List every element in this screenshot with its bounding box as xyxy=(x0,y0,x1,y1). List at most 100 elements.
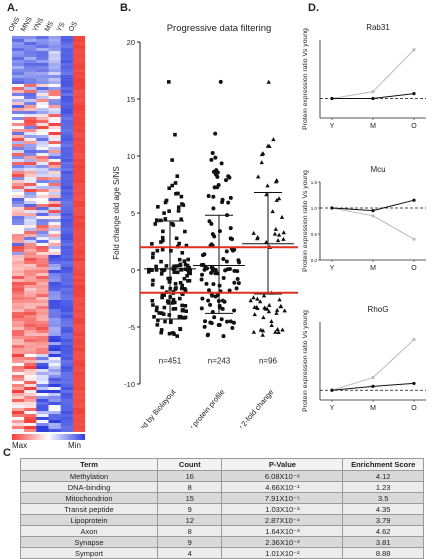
data-point xyxy=(169,319,173,324)
heatmap-cell xyxy=(12,285,25,289)
heatmap-cell xyxy=(60,309,74,313)
heatmap-cell xyxy=(72,60,85,64)
heatmap-cell xyxy=(48,159,61,163)
heatmap-cell xyxy=(72,72,85,76)
heatmap-cell xyxy=(48,234,61,238)
heatmap-cell xyxy=(24,198,37,202)
data-point xyxy=(174,264,179,268)
heatmap-cell xyxy=(36,150,49,154)
heatmap-cell xyxy=(60,387,74,391)
heatmap-cell xyxy=(24,285,37,289)
heatmap-cell xyxy=(36,54,49,58)
line-chart-title: Mcu xyxy=(370,165,385,174)
heatmap-cell xyxy=(36,336,49,340)
heatmap-cell xyxy=(48,327,61,331)
heatmap-cell xyxy=(36,294,49,298)
heatmap-cell xyxy=(36,399,49,403)
heatmap-cell xyxy=(12,423,25,427)
heatmap-cell xyxy=(60,267,74,271)
data-point xyxy=(161,268,165,273)
y-tick-label: 0 xyxy=(131,266,135,275)
heatmap-cell xyxy=(48,324,61,328)
heatmap-cell xyxy=(72,123,85,127)
heatmap-cell xyxy=(72,240,85,244)
heatmap-cell xyxy=(24,297,37,301)
data-point xyxy=(182,276,187,281)
heatmap-cell xyxy=(12,276,25,280)
heatmap-cell xyxy=(36,387,49,391)
heatmap-cell xyxy=(36,102,49,106)
heatmap-cell xyxy=(12,258,25,262)
heatmap-cell xyxy=(24,258,37,262)
data-point xyxy=(221,275,226,280)
heatmap-cell xyxy=(60,111,74,115)
heatmap-cell xyxy=(72,273,85,277)
heatmap-cell xyxy=(12,138,25,142)
heatmap-cell xyxy=(60,147,74,151)
heatmap-cell xyxy=(60,39,74,43)
heatmap-cell xyxy=(24,141,37,145)
heatmap-cell xyxy=(60,249,74,253)
heatmap-cell xyxy=(36,231,49,235)
data-point xyxy=(180,308,185,313)
heatmap-cell xyxy=(72,267,85,271)
heatmap-cell xyxy=(60,372,74,376)
heatmap-cell xyxy=(12,192,25,196)
heatmap-cell xyxy=(36,354,49,358)
heatmap-cell xyxy=(72,369,85,373)
heatmap-cell xyxy=(72,156,85,160)
heatmap-cell xyxy=(12,153,25,157)
heatmap-cell xyxy=(24,105,37,109)
table-cell: 2.36X10⁻³ xyxy=(221,536,344,548)
heatmap-cell xyxy=(24,357,37,361)
heatmap-cell xyxy=(48,405,61,409)
heatmap-cell xyxy=(24,402,37,406)
heatmap-color-legend xyxy=(12,434,85,440)
heatmap-cell xyxy=(24,426,37,430)
heatmap-cell xyxy=(60,60,74,64)
data-point xyxy=(271,137,276,142)
heatmap-cell xyxy=(48,243,61,247)
heatmap-cell xyxy=(72,396,85,400)
heatmap-cell xyxy=(36,99,49,103)
heatmap-cell xyxy=(48,186,61,190)
heatmap-cell xyxy=(36,144,49,148)
heatmap-cell xyxy=(36,360,49,364)
data-point xyxy=(209,221,214,226)
heatmap-cell xyxy=(48,231,61,235)
heatmap-cell xyxy=(12,150,25,154)
heatmap-cell xyxy=(48,162,61,166)
heatmap-cell xyxy=(24,144,37,148)
header-enrichment-score: Enrichment Score xyxy=(342,458,424,471)
heatmap-cell xyxy=(48,141,61,145)
heatmap-cell xyxy=(60,189,74,193)
heatmap-cell xyxy=(72,324,85,328)
heatmap-cell xyxy=(48,225,61,229)
heatmap-cell xyxy=(36,411,49,415)
heatmap-cell xyxy=(24,69,37,73)
heatmap-cell xyxy=(36,228,49,232)
heatmap-cell xyxy=(72,237,85,241)
heatmap-cell xyxy=(72,363,85,367)
legend-max-label: Max xyxy=(12,441,28,450)
heatmap-cell xyxy=(24,48,37,52)
data-point xyxy=(278,303,284,308)
heatmap-cell xyxy=(12,330,25,334)
data-point xyxy=(267,302,272,307)
data-point xyxy=(173,282,178,286)
heatmap-cell xyxy=(36,276,49,280)
data-point xyxy=(255,235,260,240)
heatmap-cell xyxy=(12,195,25,199)
data-point xyxy=(274,310,279,315)
heatmap-cell xyxy=(60,192,74,196)
heatmap-cell xyxy=(72,201,85,205)
heatmap-cell xyxy=(24,378,37,382)
heatmap-cell xyxy=(12,90,25,94)
heatmap-cell xyxy=(24,381,37,385)
heatmap-cell xyxy=(48,249,61,253)
data-point xyxy=(221,334,226,339)
heatmap-cell xyxy=(36,114,49,118)
data-point xyxy=(209,242,214,247)
heatmap-cell xyxy=(60,216,74,220)
heatmap-cell xyxy=(36,63,49,67)
